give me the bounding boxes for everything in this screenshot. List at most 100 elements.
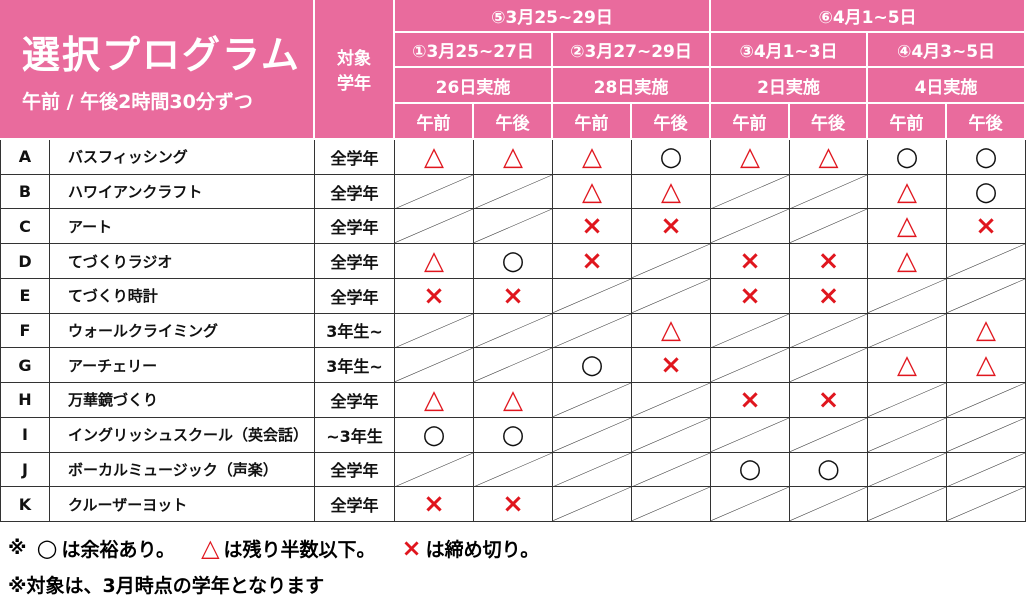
closed-cell [553, 417, 632, 453]
diagonal [790, 487, 867, 521]
closed-cell [711, 487, 790, 522]
status: ○ [395, 417, 474, 453]
closed-cell [868, 313, 947, 349]
closed-cell [790, 487, 868, 522]
diagonal [711, 417, 789, 452]
closed-cell [474, 452, 553, 488]
program-name: ボーカルミュージック（声楽） [50, 452, 315, 488]
status: △ [868, 174, 947, 210]
status: △ [395, 140, 474, 175]
closed-cell [711, 174, 790, 210]
diagonal [790, 209, 867, 244]
closed-cell [868, 487, 947, 522]
slot: 午前 [395, 104, 474, 140]
diagonal [395, 209, 473, 244]
status: × [395, 278, 474, 314]
slot: 午後 [947, 104, 1026, 140]
program-name: てづくり時計 [50, 278, 315, 314]
status: × [553, 209, 632, 245]
closed-cell [947, 417, 1026, 453]
program-name: バスフィッシング [50, 140, 315, 175]
diagonal [474, 348, 552, 383]
legend-text: は締め切り。 [425, 538, 540, 561]
target-header-line: 対象 [337, 49, 371, 69]
closed-cell [868, 452, 947, 488]
row-id: B [0, 174, 50, 210]
closed-cell [947, 244, 1026, 279]
session: ②3月27~29日 [553, 33, 711, 68]
session: ④4月3~5日 [868, 33, 1026, 68]
legend-symbol: × [401, 534, 422, 562]
status: ○ [868, 140, 947, 175]
closed-cell [632, 417, 711, 453]
status: △ [474, 140, 553, 175]
closed-cell [632, 244, 711, 279]
subtitle: 午前 / 午後2時間30分ずつ [22, 91, 253, 113]
diagonal [790, 313, 867, 348]
status: × [790, 383, 868, 418]
diagonal [632, 383, 710, 417]
diagonal [474, 174, 552, 209]
diagonal [632, 487, 710, 521]
closed-cell [395, 174, 474, 210]
row-id: K [0, 487, 50, 522]
closed-cell [632, 452, 711, 488]
closed-cell [790, 313, 868, 349]
diagonal [553, 417, 631, 452]
row-id: D [0, 244, 50, 279]
session: ①3月25~27日 [395, 33, 553, 68]
target: 全学年 [315, 383, 395, 418]
closed-cell [632, 383, 711, 418]
closed-cell [553, 278, 632, 314]
target: 3年生~ [315, 313, 395, 349]
diagonal [474, 452, 552, 487]
program-name: 万華鏡づくり [50, 383, 315, 418]
diagonal [553, 383, 631, 417]
diagonal [868, 313, 946, 348]
legend-prefix: ※ [8, 537, 27, 559]
diagonal [395, 452, 473, 487]
status: △ [632, 313, 711, 349]
diagonal [947, 244, 1025, 278]
diagonal [553, 313, 631, 348]
status: × [790, 278, 868, 314]
row-id: C [0, 209, 50, 245]
legend-symbol: ○ [36, 534, 58, 562]
diagonal [868, 487, 946, 521]
closed-cell [868, 417, 947, 453]
session-days: 28日実施 [553, 68, 711, 104]
slot: 午後 [790, 104, 868, 140]
target: 全学年 [315, 278, 395, 314]
title: 選択プログラム [22, 33, 301, 77]
closed-cell [553, 383, 632, 418]
diagonal [395, 174, 473, 209]
slot: 午後 [474, 104, 553, 140]
status: △ [553, 140, 632, 175]
closed-cell [947, 487, 1026, 522]
closed-cell [632, 487, 711, 522]
note: ※対象は、3月時点の学年となります [8, 575, 325, 597]
diagonal [395, 313, 473, 348]
row-id: H [0, 383, 50, 418]
diagonal [711, 174, 789, 209]
status: △ [868, 348, 947, 384]
status: ○ [947, 174, 1026, 210]
diagonal [632, 417, 710, 452]
diagonal [868, 452, 946, 487]
closed-cell [711, 348, 790, 384]
closed-cell [947, 452, 1026, 488]
diagonal [632, 244, 710, 278]
program-name: ハワイアンクラフト [50, 174, 315, 210]
closed-cell [395, 313, 474, 349]
closed-cell [790, 174, 868, 210]
closed-cell [790, 348, 868, 384]
slot: 午後 [632, 104, 711, 140]
diagonal [868, 383, 946, 417]
status: × [553, 244, 632, 279]
program-name: クルーザーヨット [50, 487, 315, 522]
diagonal [790, 348, 867, 383]
status: × [711, 278, 790, 314]
status: ○ [947, 140, 1026, 175]
diagonal [474, 313, 552, 348]
